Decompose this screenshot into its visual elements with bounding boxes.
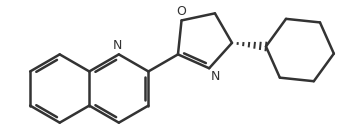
Text: O: O [177,5,186,18]
Text: N: N [113,39,122,52]
Text: N: N [211,70,220,83]
